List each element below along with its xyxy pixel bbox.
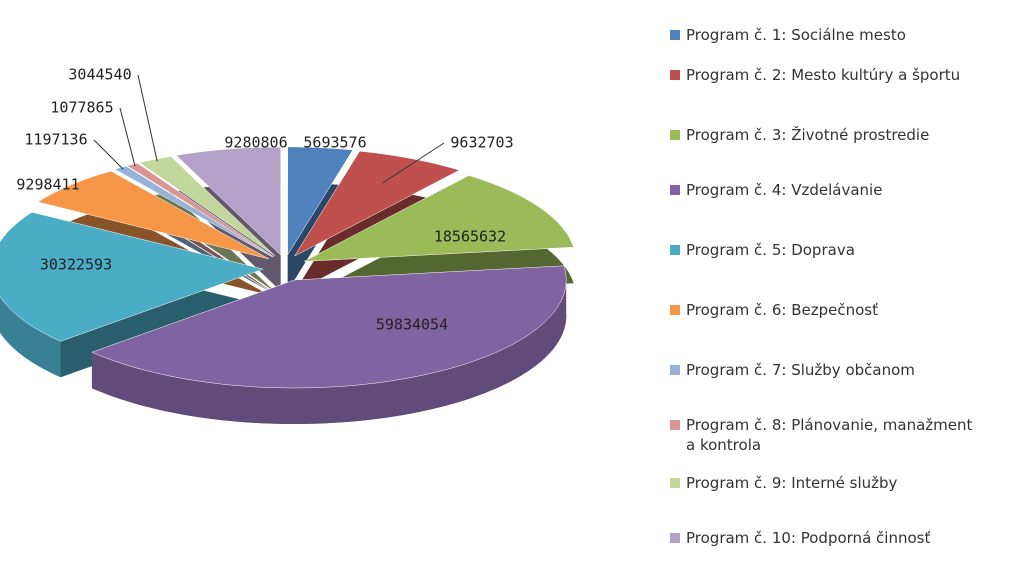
slice: [138, 156, 276, 257]
legend-label: Program č. 2: Mesto kultúry a športu: [686, 66, 961, 84]
pie-area: 5693576 9632703 18565632 59834054 30322593 92…: [0, 66, 575, 424]
data-label: 5693576: [303, 134, 366, 152]
legend-swatch: [670, 185, 680, 195]
legend-label: Program č. 9: Interné služby: [686, 474, 898, 492]
legend-label: Program č. 6: Bezpečnosť: [686, 301, 878, 319]
leader-line: [382, 142, 445, 184]
slice: [293, 150, 460, 257]
legend-label: Program č. 10: Podporná činnosť: [686, 529, 931, 547]
data-label: 9298411: [16, 176, 79, 194]
legend-swatch: [670, 305, 680, 315]
legend-label: Program č. 8: Plánovanie, manažment a ko…: [686, 416, 973, 454]
slice: [37, 170, 270, 260]
leader-line: [137, 74, 158, 162]
data-label: 3044540: [68, 66, 131, 84]
legend-label: Program č. 5: Doprava: [686, 241, 855, 259]
legend-swatch: [670, 420, 680, 430]
legend-swatch: [670, 70, 680, 80]
legend-label: Program č. 3: Životné prostredie: [686, 126, 930, 144]
legend-swatch: [670, 245, 680, 255]
slice: [287, 146, 354, 256]
data-label: 1197136: [24, 131, 87, 149]
slice: [0, 211, 264, 342]
leader-line: [119, 107, 136, 167]
data-label: 18565632: [434, 228, 506, 246]
legend-swatch: [670, 478, 680, 488]
slice: [303, 175, 575, 262]
slice: [126, 162, 274, 257]
legend-label: Program č. 1: Sociálne mesto: [686, 26, 906, 44]
legend-swatch: [670, 365, 680, 375]
data-label: 1077865: [50, 99, 113, 117]
slice-side: [0, 296, 61, 378]
data-label: 59834054: [376, 316, 448, 334]
legend-swatch: [670, 30, 680, 40]
data-label: 30322593: [40, 256, 112, 274]
slice: [113, 165, 273, 258]
slice-side: [91, 280, 567, 424]
slice: [91, 265, 567, 389]
slice: [175, 146, 281, 256]
legend-swatch: [670, 533, 680, 543]
legend-label: Program č. 4: Vzdelávanie: [686, 181, 883, 199]
leader-line: [93, 139, 124, 170]
legend-label: Program č. 7: Služby občanom: [686, 361, 915, 379]
legend-swatch: [670, 130, 680, 140]
data-label: 9280806: [224, 134, 287, 152]
data-label: 9632703: [450, 134, 513, 152]
